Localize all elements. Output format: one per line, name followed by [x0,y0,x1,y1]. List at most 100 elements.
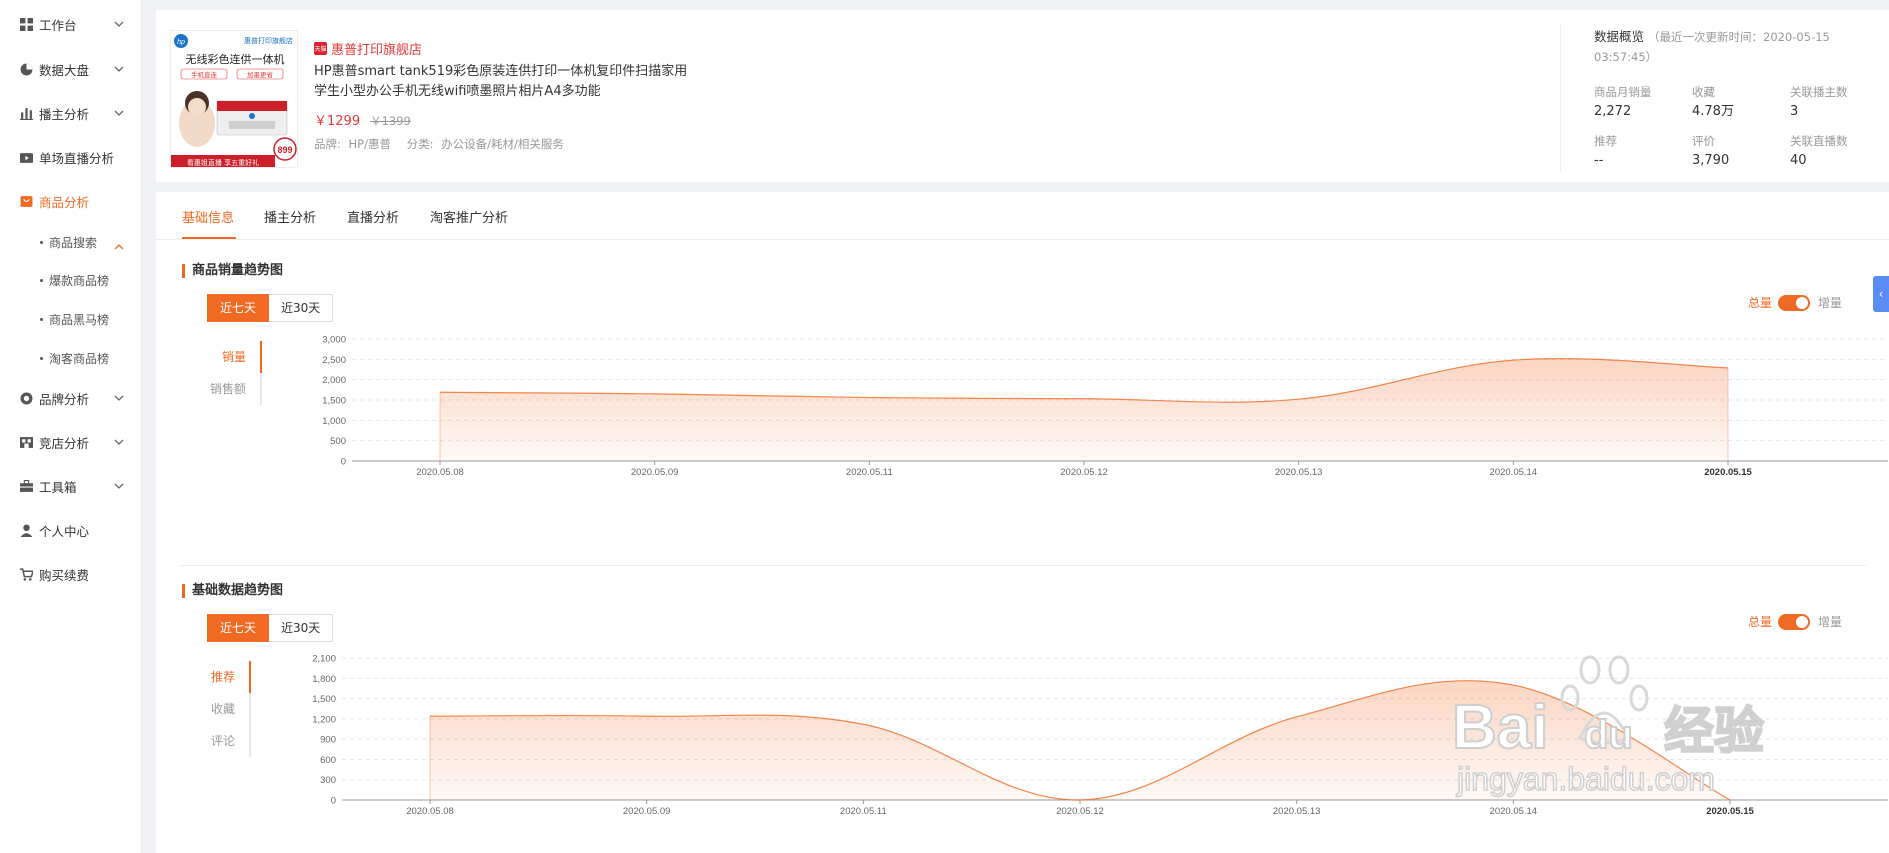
x-tick-label: 2020.05.08 [416,467,464,478]
toggle-switch[interactable] [1778,294,1811,311]
side-panel-handle[interactable]: ‹ [1873,276,1889,312]
sales-trend-title: 商品销量趋势图 [182,264,283,278]
sidebar-subitem-taoke[interactable]: 淘客商品榜 [40,345,140,371]
stat-label: 关联播主数 [1790,85,1848,99]
sidebar-subitem-product-search[interactable]: 商品搜索 [40,229,140,255]
y-tick-label: 1,000 [322,416,346,427]
metric-comments[interactable]: 评论 [181,725,251,757]
sales-trend-chart: 0 500 1,000 1,500 2,000 2,500 3,000 2020.05.08 2… [322,335,1888,478]
y-tick-label: 2,000 [322,375,346,386]
brand-value: HP/惠普 [348,137,391,151]
cart-icon [20,567,33,581]
sidebar-item-product-analysis[interactable]: 商品分析 [0,185,142,217]
series-area [430,680,1730,801]
metric-favorites[interactable]: 收藏 [181,693,251,725]
sidebar-item-live-analysis[interactable]: 单场直播分析 [0,141,142,173]
stat-value: -- [1594,153,1604,168]
sidebar-item-competitor-analysis[interactable]: 竞店分析 [0,426,142,458]
bar-chart-icon [20,107,33,120]
tab-live-analysis[interactable]: 直播分析 [347,211,400,226]
x-tick-label: 2020.05.11 [840,806,887,817]
sidebar-item-anchor-analysis[interactable]: 播主分析 [0,97,142,129]
sidebar-item-label: 品牌分析 [39,391,90,407]
basic-trend-title: 基础数据趋势图 [182,584,283,598]
sidebar-item-label: 播主分析 [39,106,90,122]
toggle-switch[interactable] [1778,613,1811,630]
chevron-down-icon [114,66,124,72]
y-tick-label: 1,500 [322,396,346,407]
printer-product-image: hp 惠普打印旗舰店 无线彩色连供一体机 手机直连 加墨更省 899 看惠姐直播… [171,31,297,167]
chevron-down-icon [114,395,124,401]
sidebar-item-dashboard[interactable]: 数据大盘 [0,53,142,85]
stat-label: 评价 [1692,134,1715,148]
sidebar-subitem-dark-horse[interactable]: 商品黑马榜 [40,306,140,332]
sidebar-item-profile[interactable]: 个人中心 [0,514,142,546]
video-icon [20,152,33,163]
sidebar-item-label: 竞店分析 [39,435,90,451]
basic-total-toggle[interactable]: 总量 增量 [1748,613,1842,630]
store-link[interactable]: 天猫 惠普打印旗舰店 [314,39,422,58]
range-30d-button[interactable]: 近30天 [269,294,334,322]
svg-text:899: 899 [277,145,292,155]
sidebar-item-renew[interactable]: 购买续费 [0,558,142,590]
basic-range-selector: 近七天 近30天 [207,614,334,642]
chevron-down-icon [114,110,124,116]
product-title[interactable]: HP惠普smart tank519彩色原装连供打印一体机复印件扫描家用学生小型办… [314,64,688,99]
stat-label: 收藏 [1692,85,1715,99]
svg-text:手机直连: 手机直连 [191,70,218,79]
y-tick-label: 900 [320,735,336,746]
sidebar-item-label: 个人中心 [39,523,90,539]
x-tick-label: 2020.05.13 [1273,806,1321,817]
y-tick-label: 1,200 [312,714,336,725]
tab-basic-info[interactable]: 基础信息 [182,211,235,226]
sidebar-item-brand-analysis[interactable]: 品牌分析 [0,382,142,414]
stat-favorites: 收藏 4.78万 [1692,83,1792,123]
overview-divider [1560,24,1561,172]
x-tick-label: 2020.05.14 [1490,467,1538,478]
overview-updated-time: 03:57:45） [1594,50,1658,64]
original-price: ￥1399 [370,114,411,128]
toggle-off-label: 增量 [1818,615,1843,629]
y-tick-label: 3,000 [322,335,346,346]
svg-text:hp: hp [177,39,185,46]
metric-sales-volume[interactable]: 销量 [192,341,262,373]
tab-taoke-analysis[interactable]: 淘客推广分析 [430,211,509,226]
tab-anchor-analysis[interactable]: 播主分析 [264,211,317,226]
range-7d-button[interactable]: 近七天 [207,614,270,642]
product-image[interactable]: hp 惠普打印旗舰店 无线彩色连供一体机 手机直连 加墨更省 899 看惠姐直播… [170,30,298,168]
store-name: 惠普打印旗舰店 [331,43,423,58]
y-tick-label: 0 [341,457,346,468]
range-7d-button[interactable]: 近七天 [207,294,270,322]
bullet-icon [40,240,43,244]
stat-live-count: 关联直播数 40 [1790,132,1889,172]
range-30d-button[interactable]: 近30天 [269,614,334,642]
stat-label: 商品月销量 [1594,85,1652,99]
stat-recommend: 推荐 -- [1594,132,1694,172]
chevron-up-icon[interactable] [112,240,126,254]
sales-total-toggle[interactable]: 总量 增量 [1748,294,1842,311]
metric-recommend[interactable]: 推荐 [181,661,251,693]
sidebar-item-workbench[interactable]: 工作台 [0,8,142,40]
tab-active-indicator [182,237,236,239]
x-tick-label: 2020.05.15 [1706,806,1754,817]
x-tick-label: 2020.05.14 [1490,806,1538,817]
x-tick-label: 2020.05.09 [631,467,679,478]
product-card: hp 惠普打印旗舰店 无线彩色连供一体机 手机直连 加墨更省 899 看惠姐直播… [156,10,1889,182]
x-tick-label: 2020.05.13 [1275,467,1323,478]
y-tick-label: 0 [331,796,336,807]
product-meta: 品牌: HP/惠普 分类: 办公设备/耗材/相关服务 [314,136,568,152]
metric-sales-amount[interactable]: 销售额 [192,373,262,405]
main-content: 基础信息 播主分析 直播分析 淘客推广分析 商品销量趋势图 近七天 近30天 总… [156,192,1889,853]
sidebar-subitem-label: 商品黑马榜 [49,312,110,327]
category-value: 办公设备/耗材/相关服务 [441,137,564,151]
toggle-on-label: 总量 [1748,615,1773,629]
sidebar-subitem-label: 商品搜索 [49,235,98,250]
stat-value: 40 [1790,153,1807,168]
stat-value: 2,272 [1594,104,1632,119]
sidebar-subitem-label: 爆款商品榜 [49,273,110,288]
sidebar-item-toolbox[interactable]: 工具箱 [0,470,142,502]
brand-label: 品牌: [314,137,341,151]
toolbox-icon [20,479,33,492]
sidebar-subitem-hot-products[interactable]: 爆款商品榜 [40,267,140,293]
store-icon [20,436,33,448]
